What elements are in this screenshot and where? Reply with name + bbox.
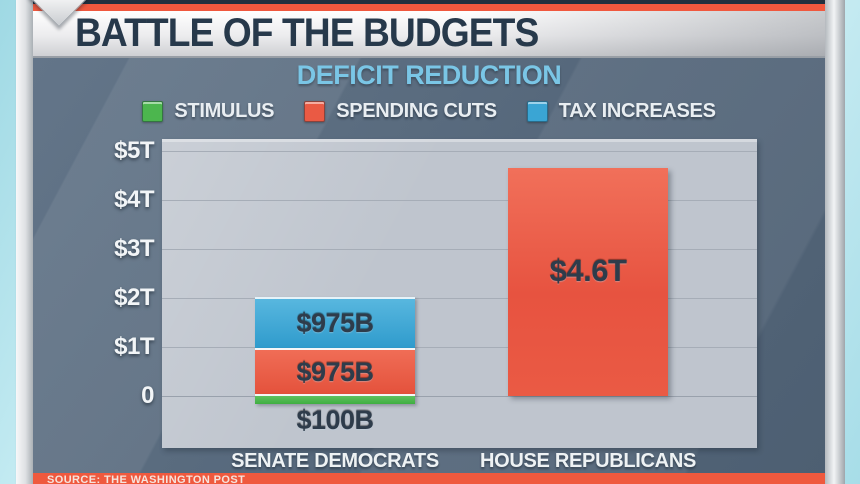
stimulus-swatch-icon — [142, 101, 164, 122]
left-bevel-strip — [16, 0, 33, 484]
bar-senate-stimulus — [255, 394, 415, 404]
main-graphic-panel: BATTLE OF THE BUDGETS DEFICIT REDUCTION … — [27, 0, 825, 484]
gridline — [162, 249, 757, 250]
legend: STIMULUS SPENDING CUTS TAX INCREASES — [33, 100, 825, 123]
chart-title: DEFICIT REDUCTION — [296, 60, 562, 90]
legend-item-tax-increases: TAX INCREASES — [526, 100, 716, 123]
chart-panel: DEFICIT REDUCTION STIMULUS SPENDING CUTS… — [33, 58, 825, 484]
category-label-house-republicans: HOUSE REPUBLICANS — [479, 450, 697, 472]
legend-label-stimulus: STIMULUS — [174, 100, 275, 122]
spending-cuts-swatch-icon — [304, 101, 326, 122]
legend-item-stimulus: STIMULUS — [142, 100, 274, 123]
tax-increases-swatch-icon — [526, 101, 548, 122]
legend-label-tax-increases: TAX INCREASES — [558, 100, 716, 122]
right-bevel-strip — [825, 0, 845, 484]
legend-label-spending-cuts: SPENDING CUTS — [336, 100, 497, 122]
gridline — [162, 151, 757, 152]
gridline — [162, 347, 757, 348]
top-orange-stripe — [33, 4, 825, 11]
source-attribution: SOURCE: THE WASHINGTON POST — [47, 474, 246, 484]
zero-baseline — [162, 396, 757, 397]
bar-senate-spending-cuts: $975B — [255, 348, 415, 394]
gridline — [162, 200, 757, 201]
bar-value-label: $975B — [296, 308, 374, 338]
gridline — [162, 298, 757, 299]
title-banner: BATTLE OF THE BUDGETS — [33, 11, 825, 58]
bar-senate-tax-increases: $975B — [255, 297, 415, 348]
y-axis-tick: $5T — [114, 137, 154, 164]
y-axis-tick: $3T — [114, 235, 154, 262]
bar-house-spending-cuts: $4.6T — [508, 168, 668, 396]
category-label-senate-democrats: SENATE DEMOCRATS — [231, 450, 439, 472]
bar-value-label-stimulus: $100B — [296, 405, 374, 435]
top-navy-line — [33, 0, 825, 4]
plot-area: $5T $4T $3T $2T $1T 0 $975B $975B $100B … — [114, 138, 757, 472]
y-axis-tick: $1T — [114, 333, 154, 360]
y-axis-tick: $2T — [114, 284, 154, 311]
y-axis-tick: $4T — [114, 186, 154, 213]
legend-item-spending-cuts: SPENDING CUTS — [304, 100, 497, 123]
bar-value-label: $4.6T — [549, 253, 627, 288]
page-title: BATTLE OF THE BUDGETS — [75, 11, 539, 55]
source-bar: SOURCE: THE WASHINGTON POST — [33, 473, 825, 484]
bar-value-label: $975B — [296, 356, 374, 387]
y-axis-tick: 0 — [141, 382, 154, 409]
